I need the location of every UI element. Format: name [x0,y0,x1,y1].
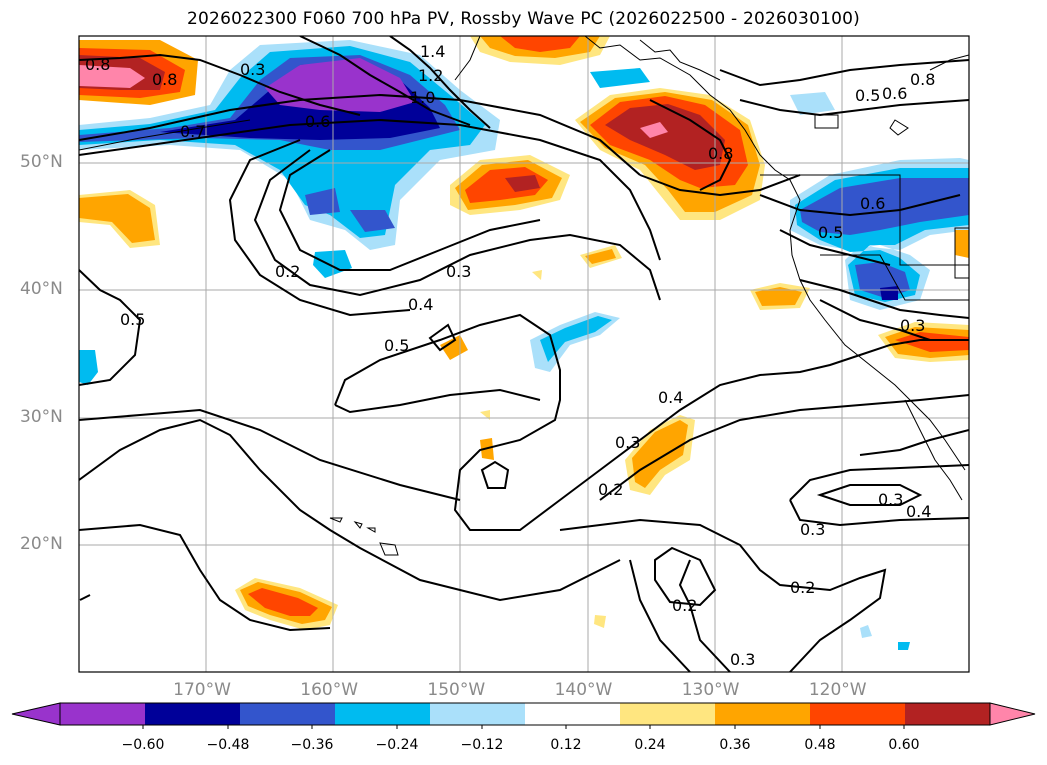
colorbar-tick-label: 0.60 [888,737,920,753]
longitude-label: 170°W [173,680,231,700]
colorbar-tick-label: −0.24 [375,737,419,753]
colorbar-extend-low [11,702,61,726]
positive-anomaly-central [450,155,570,215]
colorbar-segment [60,703,145,725]
longitude-label: 120°W [808,680,867,700]
positive-anomaly-northwest [79,40,198,105]
colorbar-tick-label: −0.12 [460,737,504,753]
graticule [79,36,969,672]
colorbar-outline [59,702,991,726]
colorbar-tick-label: −0.36 [290,737,334,753]
colorbar-segment [715,703,811,725]
negative-anomaly-western-us [790,158,969,310]
longitude-label: 140°W [554,680,613,700]
positive-anomaly-south-of-hawaii [235,578,338,630]
latitude-label: 30°N [20,406,63,427]
colorbar-extend-high [989,702,1036,726]
pv-contours [79,36,969,672]
colorbar-tick-label: −0.48 [206,737,250,753]
colorbar-segment [905,703,990,725]
colorbar-tick-label: 0.12 [550,737,582,753]
colorbar-segment [430,703,526,725]
longitude-label: 160°W [300,680,359,700]
colorbar-segment [240,703,336,725]
map-title: 2026022300 F060 700 hPa PV, Rossby Wave … [187,9,860,29]
map-border [78,35,970,673]
colorbar-segment [335,703,431,725]
colorbar-segment [810,703,906,725]
latitude-label: 20°N [20,533,63,554]
colorbar-segment [620,703,716,725]
colorbar-tick-label: 0.48 [804,737,836,753]
latitude-label: 50°N [20,152,63,173]
colorbar-tick-label: 0.24 [634,737,666,753]
positive-anomaly-northeast-pacific [575,88,765,220]
colorbar-segment [145,703,241,725]
longitude-label: 130°W [681,680,740,700]
latitude-label: 40°N [20,279,63,300]
colorbar [11,702,1036,729]
colorbar-tick-label: 0.36 [719,737,751,753]
colorbar-segment [525,703,621,725]
colorbar-tick-label: −0.60 [121,737,165,753]
longitude-label: 150°W [427,680,486,700]
